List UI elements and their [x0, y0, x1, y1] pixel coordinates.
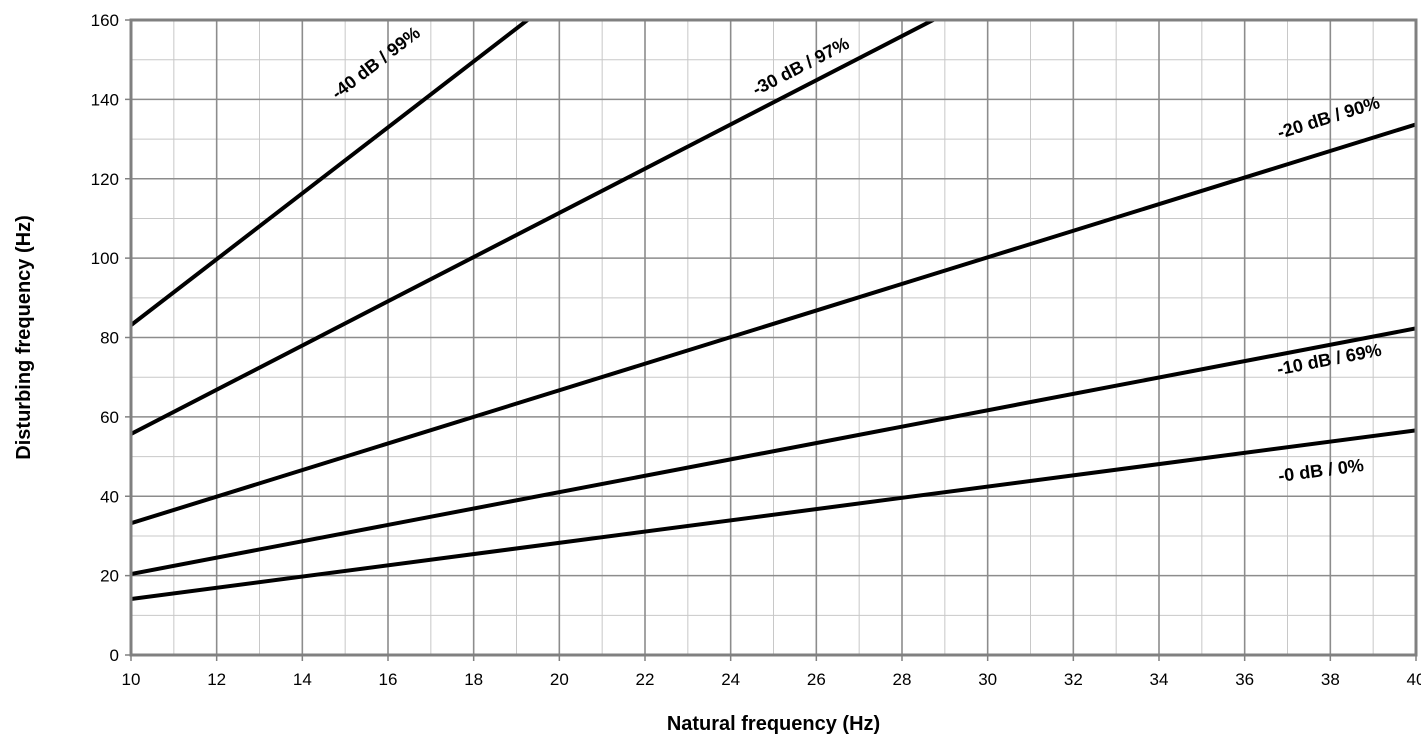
y-tick-label: 20 [100, 567, 119, 586]
y-axis-ticks: 0 20 40 60 80 100 120 140 160 [91, 11, 131, 665]
series-line [131, 20, 938, 436]
x-tick-label: 24 [721, 670, 740, 689]
y-tick-label: 160 [91, 11, 119, 30]
y-tick-label: 0 [110, 646, 119, 665]
x-tick-label: 20 [550, 670, 569, 689]
y-tick-label: 100 [91, 249, 119, 268]
x-tick-label: 34 [1150, 670, 1169, 689]
x-tick-label: 14 [293, 670, 312, 689]
y-tick-label: 60 [100, 408, 119, 427]
series-lines [131, 20, 1416, 602]
x-tick-label: 26 [807, 670, 826, 689]
y-axis-title: Disturbing frequency (Hz) [13, 215, 35, 459]
series-line [131, 428, 1416, 602]
x-tick-label: 40 [1407, 670, 1421, 689]
x-tick-label: 16 [379, 670, 398, 689]
series-line [131, 20, 531, 327]
x-tick-label: 36 [1235, 670, 1254, 689]
x-tick-label: 32 [1064, 670, 1083, 689]
x-tick-label: 22 [636, 670, 655, 689]
series-line [131, 326, 1416, 577]
x-tick-label: 12 [207, 670, 226, 689]
x-axis-title: Natural frequency (Hz) [667, 713, 880, 735]
x-tick-label: 38 [1321, 670, 1340, 689]
y-tick-label: 40 [100, 487, 119, 506]
y-tick-label: 140 [91, 90, 119, 109]
x-tick-label: 28 [893, 670, 912, 689]
y-tick-label: 120 [91, 170, 119, 189]
x-tick-label: 30 [978, 670, 997, 689]
series-line [131, 122, 1416, 526]
y-tick-label: 80 [100, 329, 119, 348]
x-tick-label: 18 [464, 670, 483, 689]
x-axis-ticks: 10 12 14 16 18 20 22 24 26 28 30 32 34 36 38 40 [122, 655, 1421, 689]
x-tick-label: 10 [122, 670, 141, 689]
